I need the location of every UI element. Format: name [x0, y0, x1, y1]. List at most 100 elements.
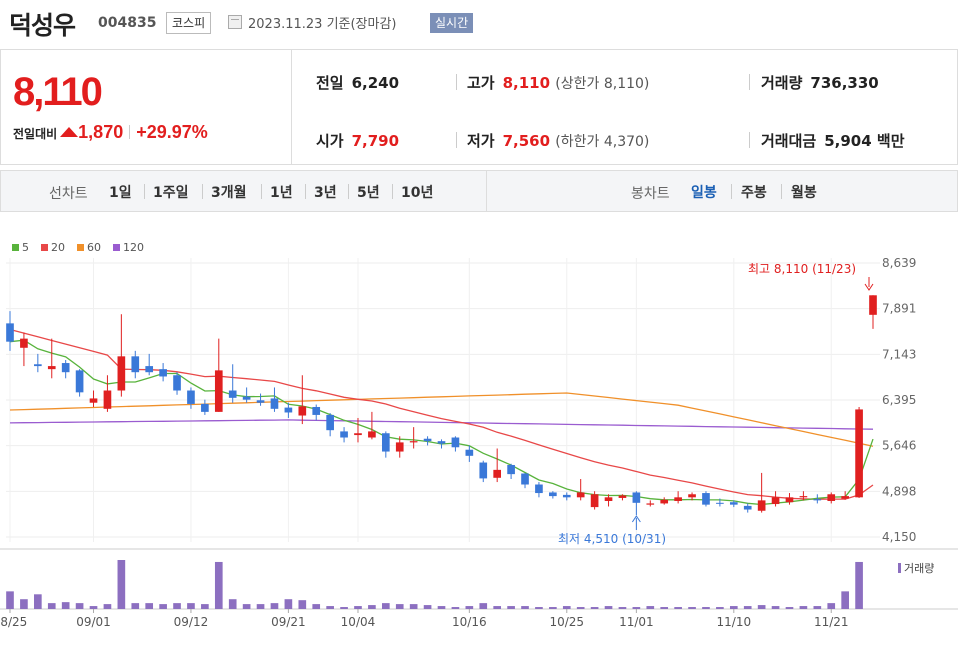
candle-body: [131, 356, 140, 373]
candle-body: [159, 369, 167, 377]
realtime-button[interactable]: 실시간: [430, 13, 474, 33]
candle-body: [799, 496, 808, 498]
volume-bar: [214, 561, 223, 609]
x-tick-label: 11/10: [717, 615, 752, 629]
candle-body: [256, 400, 265, 403]
y-tick-label: 4,150: [882, 530, 916, 544]
divider: [305, 184, 306, 199]
change-value: 1,870: [78, 122, 124, 142]
period-10y[interactable]: 10년: [401, 185, 434, 201]
candle-body: [423, 438, 432, 442]
volume-bar: [855, 561, 863, 609]
candle-body: [827, 494, 836, 501]
base-date: 2023.11.23 기준(장마감): [248, 17, 397, 32]
candle-weekly[interactable]: 주봉: [741, 185, 767, 201]
legend-swatch-120: [113, 244, 120, 251]
volume-bar: [590, 607, 599, 609]
candle-body: [771, 497, 780, 505]
divider: [129, 125, 131, 139]
price-summary: 8,110 전일대비 1,870 +29.97% 전일 6,240 고가 8,110 (…: [0, 49, 958, 165]
volume-bar: [562, 606, 571, 609]
volume-bar: [785, 607, 794, 609]
volume-bar: [326, 606, 334, 609]
divider: [202, 184, 203, 199]
x-tick-label: 09/21: [271, 615, 306, 629]
candle-monthly[interactable]: 월봉: [791, 185, 817, 201]
volume-bar: [298, 600, 307, 609]
current-price: 8,110: [13, 70, 103, 114]
volume-bar: [201, 604, 209, 609]
volume-bar: [117, 560, 126, 609]
y-tick-label: 4,898: [882, 484, 916, 498]
volume-bar: [799, 606, 808, 609]
period-5y[interactable]: 5년: [357, 185, 380, 201]
volume-bar: [674, 607, 682, 609]
candle-body: [841, 496, 849, 499]
period-1y[interactable]: 1년: [270, 185, 293, 201]
stock-code: 004835: [98, 15, 157, 31]
divider: [392, 184, 393, 199]
candle-body: [590, 494, 599, 508]
volume-bar: [632, 607, 641, 609]
candle-body: [395, 442, 404, 452]
legend-label-20: 20: [51, 241, 65, 254]
candle-body: [354, 433, 362, 436]
y-tick-label: 6,395: [882, 393, 916, 407]
legend-label-5: 5: [22, 241, 29, 254]
x-tick-label: 10/04: [341, 615, 376, 629]
volume-bar: [423, 605, 432, 609]
amount-stat: 거래대금 5,904 백만: [761, 132, 905, 150]
period-1d[interactable]: 1일: [109, 185, 132, 201]
x-tick-label: 10/16: [452, 615, 487, 629]
period-3y[interactable]: 3년: [314, 185, 337, 201]
volume-bar: [604, 606, 613, 609]
x-tick-label: 11/21: [814, 615, 849, 629]
volume-bar: [507, 606, 515, 609]
volume-bar: [521, 606, 529, 609]
divider: [261, 184, 262, 199]
candle-body: [61, 363, 70, 373]
volume-bar: [757, 605, 766, 609]
candle-body: [688, 494, 696, 498]
volume-bar: [827, 603, 836, 609]
volume-bar: [34, 594, 42, 609]
volume-bar: [576, 607, 585, 609]
candle-body: [89, 398, 98, 403]
volume-bar: [284, 599, 293, 609]
candle-body: [576, 492, 585, 498]
volume-bar: [131, 603, 140, 609]
volume-bar: [75, 603, 84, 609]
divider: [731, 184, 732, 199]
candle-body: [535, 484, 543, 494]
volume-bar: [47, 603, 56, 609]
legend-swatch-60: [77, 244, 84, 251]
candle-daily[interactable]: 일봉: [691, 185, 717, 201]
market-badge[interactable]: 코스피: [166, 12, 212, 34]
candle-body: [465, 449, 474, 456]
high-arrow-head: [864, 283, 874, 291]
volume-bar: [841, 591, 849, 609]
candlestick-chart-svg: 5 20 60 120 8,639 7,891 7,143 6,395 5,646 4,898 4,…: [0, 241, 958, 629]
x-tick-label: 08/25: [0, 615, 27, 629]
volume-label: 거래량: [904, 562, 934, 575]
candle-body: [549, 492, 557, 497]
candle-body: [298, 406, 307, 416]
line-chart-label: 선차트: [49, 186, 88, 202]
candle-body: [214, 370, 223, 412]
period-1w[interactable]: 1주일: [153, 185, 189, 201]
legend-swatch-5: [12, 244, 19, 251]
candle-body: [409, 441, 418, 443]
up-arrow-icon: [60, 127, 79, 137]
period-3m[interactable]: 3개월: [211, 185, 247, 201]
volume-bar: [242, 604, 251, 609]
y-tick-label: 7,143: [882, 347, 916, 361]
divider: [781, 184, 782, 199]
candle-body: [702, 493, 710, 505]
volume-bar: [395, 604, 404, 609]
volume-bar: [381, 603, 390, 609]
volume-bar: [465, 606, 474, 609]
candle-body: [270, 398, 279, 409]
candle-body: [521, 473, 529, 485]
candle-body: [785, 497, 794, 503]
prev-close-stat: 전일 6,240: [316, 74, 400, 92]
